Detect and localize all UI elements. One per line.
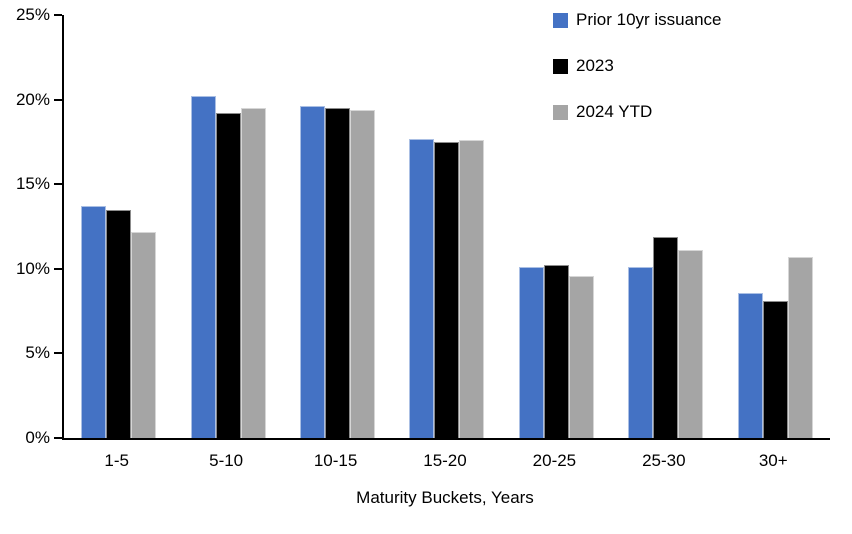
bar-series-0	[190, 96, 216, 438]
bar-series-0	[81, 206, 107, 438]
legend-item: 2023	[553, 56, 722, 76]
legend-label: Prior 10yr issuance	[576, 10, 722, 29]
legend-item: Prior 10yr issuance	[553, 10, 722, 30]
x-axis-tick-label: 15-20	[423, 451, 467, 470]
bar-series-2	[459, 140, 485, 438]
x-axis-labels: 1-5 5-10 10-15 15-20 20-25 25-30 30+	[62, 450, 828, 472]
plot-area: 0% 5% 10% 15% 20% 25%	[16, 5, 830, 447]
legend: Prior 10yr issuance 2023 2024 YTD	[553, 10, 722, 148]
bar-series-1	[543, 265, 569, 438]
bar-series-1	[215, 113, 241, 438]
bar-series-1	[106, 209, 132, 438]
y-axis-tick	[54, 267, 62, 270]
x-axis-tick-label: 25-30	[642, 451, 686, 470]
bar-series-0	[737, 292, 763, 438]
bar-group	[721, 257, 830, 438]
y-axis-tick	[54, 352, 62, 355]
x-axis-tick-label: 5-10	[209, 451, 244, 470]
x-axis-tick-label: 1-5	[104, 451, 129, 470]
bar-series-0	[409, 138, 435, 438]
x-axis-tick-label: 10-15	[313, 451, 358, 470]
bar-group	[392, 138, 501, 438]
bar-series-1	[762, 300, 788, 438]
bar-series-0	[518, 267, 544, 438]
bar-series-2	[568, 275, 594, 438]
bar-series-2	[131, 231, 157, 438]
y-axis-tick	[54, 183, 62, 186]
y-axis-tick-label: 20%	[15, 89, 50, 109]
bar-group	[502, 265, 611, 438]
bar-series-2	[240, 108, 266, 438]
y-axis-tick	[54, 98, 62, 101]
y-axis-tick-label: 25%	[15, 5, 50, 24]
legend-swatch-icon	[553, 104, 568, 120]
bar-groups	[64, 15, 830, 438]
bar-group	[283, 106, 392, 438]
legend-swatch-icon	[553, 12, 568, 28]
bar-group	[64, 206, 173, 438]
legend-label: 2023	[576, 56, 614, 75]
bar-series-2	[350, 109, 376, 438]
y-axis-tick-label: 15%	[15, 174, 50, 194]
bar-series-0	[300, 106, 326, 438]
x-axis-tick-label: 30+	[758, 451, 788, 470]
bar-group	[173, 96, 282, 438]
bar-series-2	[678, 250, 704, 438]
legend-swatch-icon	[553, 58, 568, 74]
legend-item: 2024 YTD	[553, 102, 722, 122]
y-axis-tick-label: 10%	[15, 258, 50, 278]
y-axis-tick	[54, 14, 62, 16]
y-axis-tick-label: 0%	[25, 428, 50, 447]
y-axis-tick	[54, 437, 62, 439]
bar-series-1	[434, 141, 460, 438]
bar-group	[611, 236, 720, 438]
x-axis-tick-label: 20-25	[532, 451, 577, 470]
legend-label: 2024 YTD	[576, 102, 653, 121]
bar-series-2	[787, 257, 813, 438]
bar-series-0	[628, 267, 654, 438]
y-axis-tick-label: 5%	[25, 343, 50, 363]
bar-series-1	[653, 236, 679, 438]
bar-series-1	[325, 108, 351, 438]
x-axis-title: Maturity Buckets, Years	[356, 488, 534, 507]
